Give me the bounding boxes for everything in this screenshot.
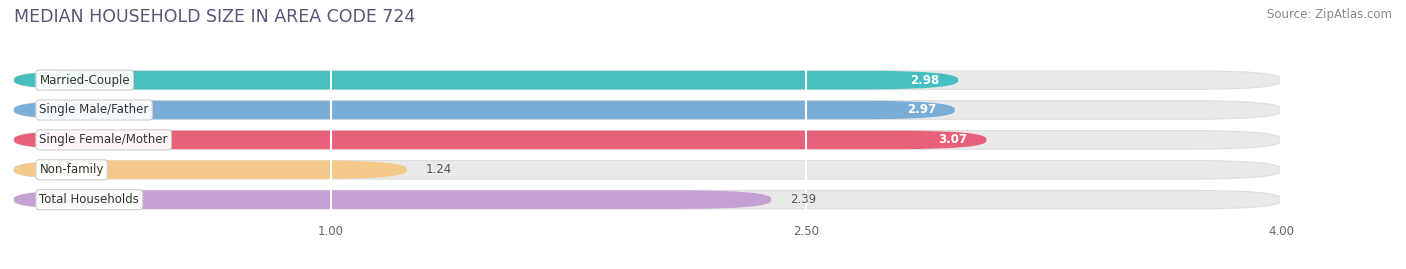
FancyBboxPatch shape: [14, 71, 1281, 89]
Text: Total Households: Total Households: [39, 193, 139, 206]
FancyBboxPatch shape: [14, 101, 955, 119]
Text: 1.24: 1.24: [426, 163, 453, 176]
FancyBboxPatch shape: [14, 190, 770, 209]
FancyBboxPatch shape: [14, 71, 957, 89]
Text: Single Female/Mother: Single Female/Mother: [39, 133, 167, 146]
Text: 3.07: 3.07: [938, 133, 967, 146]
Text: Single Male/Father: Single Male/Father: [39, 104, 149, 116]
Text: Source: ZipAtlas.com: Source: ZipAtlas.com: [1267, 8, 1392, 21]
FancyBboxPatch shape: [14, 161, 1281, 179]
Text: Married-Couple: Married-Couple: [39, 74, 129, 87]
FancyBboxPatch shape: [14, 101, 1281, 119]
Text: 2.98: 2.98: [910, 74, 939, 87]
FancyBboxPatch shape: [14, 131, 1281, 149]
FancyBboxPatch shape: [14, 131, 987, 149]
Text: 2.97: 2.97: [907, 104, 936, 116]
FancyBboxPatch shape: [14, 190, 1281, 209]
Text: 2.39: 2.39: [790, 193, 817, 206]
FancyBboxPatch shape: [14, 161, 406, 179]
Text: MEDIAN HOUSEHOLD SIZE IN AREA CODE 724: MEDIAN HOUSEHOLD SIZE IN AREA CODE 724: [14, 8, 415, 26]
Text: Non-family: Non-family: [39, 163, 104, 176]
